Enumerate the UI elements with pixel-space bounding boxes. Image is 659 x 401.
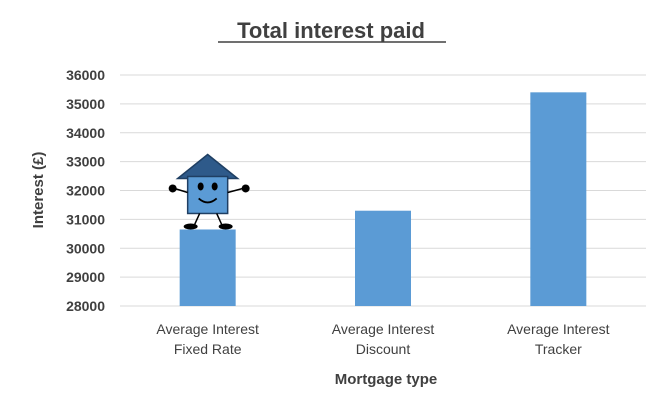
x-category-label: Average Interest (156, 321, 259, 337)
x-axis-title: Mortgage type (335, 371, 438, 388)
mascot-left-leg (193, 213, 201, 225)
house-mascot-icon (168, 153, 250, 230)
y-axis-ticks: 28000 29000 30000 31000 32000 33000 34000 35000… (66, 67, 105, 314)
y-tick-label: 29000 (66, 269, 105, 285)
mascot-right-hand (241, 184, 250, 193)
y-tick-label: 33000 (66, 154, 105, 170)
mascot-right-leg (215, 213, 223, 225)
mascot-left-arm (174, 187, 188, 194)
mascot-smile (198, 197, 218, 204)
y-tick-label: 30000 (66, 240, 105, 256)
mascot-roof (175, 153, 240, 180)
x-category-label: Tracker (535, 341, 582, 357)
chart-title: Total interest paid (237, 18, 425, 43)
mascot-right-foot (218, 223, 233, 230)
mascot-right-eye (211, 182, 218, 191)
bar (530, 92, 587, 306)
bar (179, 229, 236, 306)
y-tick-label: 31000 (66, 211, 105, 227)
y-tick-label: 35000 (66, 96, 105, 112)
x-category-label: Discount (356, 341, 411, 357)
bar (355, 210, 411, 306)
x-category-label: Average Interest (507, 321, 610, 337)
y-tick-label: 34000 (66, 125, 105, 141)
mascot-right-arm (227, 187, 243, 194)
mascot-left-hand (168, 184, 177, 193)
x-axis-categories: Average Interest Fixed Rate Average Intere… (156, 321, 609, 357)
mascot-left-foot (183, 223, 198, 230)
bars (179, 92, 587, 306)
y-tick-label: 36000 (66, 67, 105, 83)
x-category-label: Fixed Rate (174, 341, 242, 357)
mascot-body (186, 175, 229, 215)
y-tick-label: 32000 (66, 183, 105, 199)
x-category-label: Average Interest (332, 321, 435, 337)
y-axis-title: Interest (£) (30, 152, 47, 229)
y-tick-label: 28000 (66, 298, 105, 314)
mascot-left-eye (197, 182, 204, 191)
